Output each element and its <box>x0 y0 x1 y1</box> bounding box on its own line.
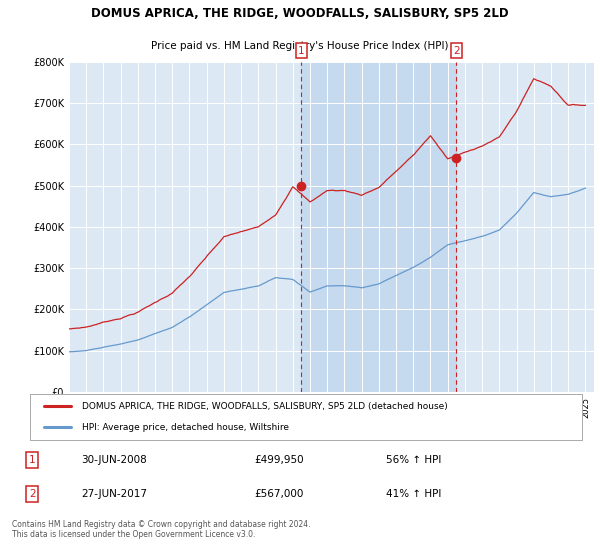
Text: £499,950: £499,950 <box>254 455 304 465</box>
Text: 27-JUN-2017: 27-JUN-2017 <box>81 489 147 499</box>
Text: 1: 1 <box>298 46 305 55</box>
Text: DOMUS APRICA, THE RIDGE, WOODFALLS, SALISBURY, SP5 2LD (detached house): DOMUS APRICA, THE RIDGE, WOODFALLS, SALI… <box>82 402 448 410</box>
Text: Price paid vs. HM Land Registry's House Price Index (HPI): Price paid vs. HM Land Registry's House … <box>151 41 449 51</box>
Text: 41% ↑ HPI: 41% ↑ HPI <box>386 489 442 499</box>
Text: HPI: Average price, detached house, Wiltshire: HPI: Average price, detached house, Wilt… <box>82 423 289 432</box>
Text: £567,000: £567,000 <box>254 489 303 499</box>
Text: 56% ↑ HPI: 56% ↑ HPI <box>386 455 442 465</box>
Text: 2: 2 <box>453 46 460 55</box>
Text: 30-JUN-2008: 30-JUN-2008 <box>81 455 147 465</box>
Text: 2: 2 <box>29 489 35 499</box>
Text: DOMUS APRICA, THE RIDGE, WOODFALLS, SALISBURY, SP5 2LD: DOMUS APRICA, THE RIDGE, WOODFALLS, SALI… <box>91 7 509 20</box>
Bar <box>301 62 456 392</box>
Text: 1: 1 <box>29 455 35 465</box>
Text: Contains HM Land Registry data © Crown copyright and database right 2024.
This d: Contains HM Land Registry data © Crown c… <box>12 520 311 539</box>
